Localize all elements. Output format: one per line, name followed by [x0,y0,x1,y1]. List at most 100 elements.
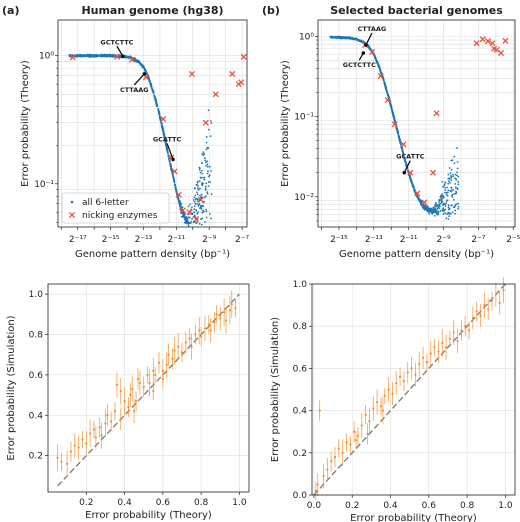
a_top-frame [57,19,248,228]
b_top-point-all6 [390,105,393,108]
a_bottom-xtick-label: 0.2 [79,498,93,508]
b_bottom-point-sim [429,352,432,355]
b_top-point-all6 [457,175,460,178]
b_top-point-all6 [444,186,446,189]
a_top-point-all6 [198,222,201,225]
b_bottom-point-sim [487,308,490,311]
b_top-point-all6 [451,189,453,191]
a_bottom-point-sim [136,377,140,381]
b_top-frame [317,19,516,228]
a_bottom-point-sim [100,434,103,437]
b_top-xtick-label: 2⁻⁵ [506,235,520,245]
a_bottom-point-sim [129,393,132,397]
b_bottom-point-sim [452,331,455,334]
a_top-point-all6 [159,117,162,120]
a_top-point-all6 [162,132,165,135]
b_top-point-all6 [393,117,396,120]
b_top-point-nicking [421,199,428,206]
a_bottom-point-sim [77,446,80,449]
a_top-point-all6 [204,185,207,188]
a_top-xtick-label: 2⁻⁹ [202,235,216,245]
b_bottom-xtick-label: 0.4 [383,501,398,511]
a_top-point-nicking [238,79,245,86]
a_bottom-point-sim [161,377,164,381]
a_top-point-all6 [157,108,160,111]
a_bottom-point-sim [115,383,119,387]
a_top-point-all6 [201,153,204,156]
a_top-point-all6 [185,222,187,224]
b_top-point-all6 [343,37,346,40]
b_top-point-all6 [416,196,419,199]
b_top-point-all6 [446,191,449,194]
a_bottom-point-sim [173,349,176,352]
a_top-title: Human genome (hg38) [81,4,223,17]
b_bottom-point-sim [356,434,360,438]
b_top-point-all6 [379,68,382,71]
a_bottom-point-sim [152,389,155,393]
a_bottom-point-sim [73,444,76,447]
b_bottom-point-sim [349,443,352,446]
b_top-xtick-label: 2⁻¹³ [365,235,383,245]
panel-label-b: (b) [262,4,280,17]
b_top-point-all6 [412,186,415,189]
a_top-point-nicking [186,209,193,216]
legend-box [61,192,170,224]
b_top-point-all6 [450,177,453,179]
b_top-point-all6 [402,152,405,155]
b_top-point-nicking [489,40,496,47]
a_bottom-point-sim [119,418,122,421]
a_top-point-all6 [82,54,85,58]
a_bottom-point-sim [190,345,193,348]
b_top-point-nicking [484,38,492,45]
b_bottom-ylabel: Error probability (Simulation) [270,317,281,462]
b_top-point-all6 [456,147,458,149]
b_top-point-all6 [393,120,396,123]
b_top-point-all6 [354,38,357,41]
a_top-point-all6 [194,187,196,190]
b_top-point-all6 [450,159,453,162]
b_top-point-all6 [457,202,460,205]
a_top-point-all6 [195,222,198,225]
a_bottom-point-sim [228,309,231,312]
b_bottom-ytick-label: 0.8 [293,322,308,332]
a_top-point-all6 [205,208,207,211]
legend-label-all6: all 6-letter [82,198,129,208]
a_top-point-all6 [202,154,205,157]
a_top-xtick-label: 2⁻¹¹ [167,235,185,245]
b_top-point-all6 [454,204,457,207]
a_top-point-all6 [174,186,177,189]
a_bottom-point-sim [119,389,122,393]
b_bottom-point-sim [376,401,379,404]
a_top-point-all6 [200,223,203,226]
a_top-point-all6 [107,53,110,56]
a_top-point-all6 [173,184,176,187]
b_bottom-point-sim [433,346,436,349]
b_top-point-all6 [453,199,455,201]
b_bottom-point-sim [475,310,478,313]
b_top-point-all6 [437,210,440,213]
a_top-point-all6 [206,160,209,163]
a_top-point-all6 [169,164,172,167]
b_top-point-all6 [445,200,448,203]
b_top-point-all6 [448,208,450,211]
b_top-annotation-label: GCTCTTC [343,61,376,69]
a_bottom-point-sim [94,436,97,439]
a_top-point-all6 [204,159,206,162]
b_top-point-all6 [351,37,354,40]
b_top-point-all6 [438,207,441,210]
b_top-point-all6 [451,196,454,198]
b_bottom-point-sim [333,455,337,459]
b_bottom-point-sim [379,405,383,408]
b_top-point-all6 [456,171,458,174]
a_top-point-all6 [198,167,201,170]
b_top-point-all6 [436,207,439,210]
a_bottom-point-sim [207,323,210,326]
a_top-point-nicking [188,70,196,78]
b_bottom-point-sim [316,483,319,486]
b_top-point-all6 [444,205,447,208]
a_top-point-all6 [193,205,196,208]
a_bottom-point-sim [184,341,187,344]
b_top-point-all6 [448,167,451,169]
b_top-point-all6 [447,182,450,185]
b_top-point-all6 [360,40,363,43]
